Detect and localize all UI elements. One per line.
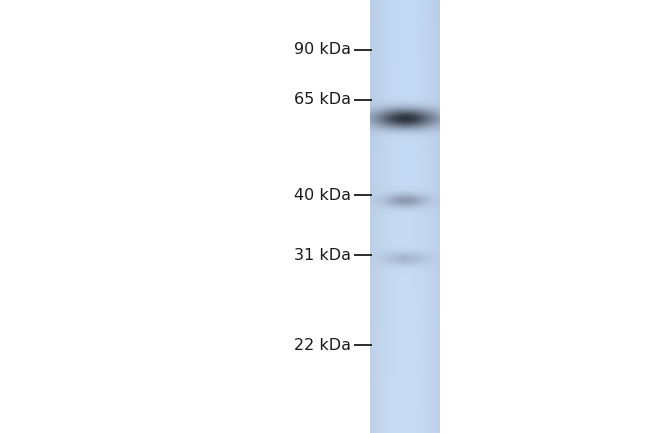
Text: 22 kDa: 22 kDa: [294, 337, 351, 352]
Text: 40 kDa: 40 kDa: [294, 187, 351, 203]
Text: 65 kDa: 65 kDa: [294, 93, 351, 107]
Text: 90 kDa: 90 kDa: [294, 42, 351, 58]
Text: 31 kDa: 31 kDa: [294, 248, 351, 262]
